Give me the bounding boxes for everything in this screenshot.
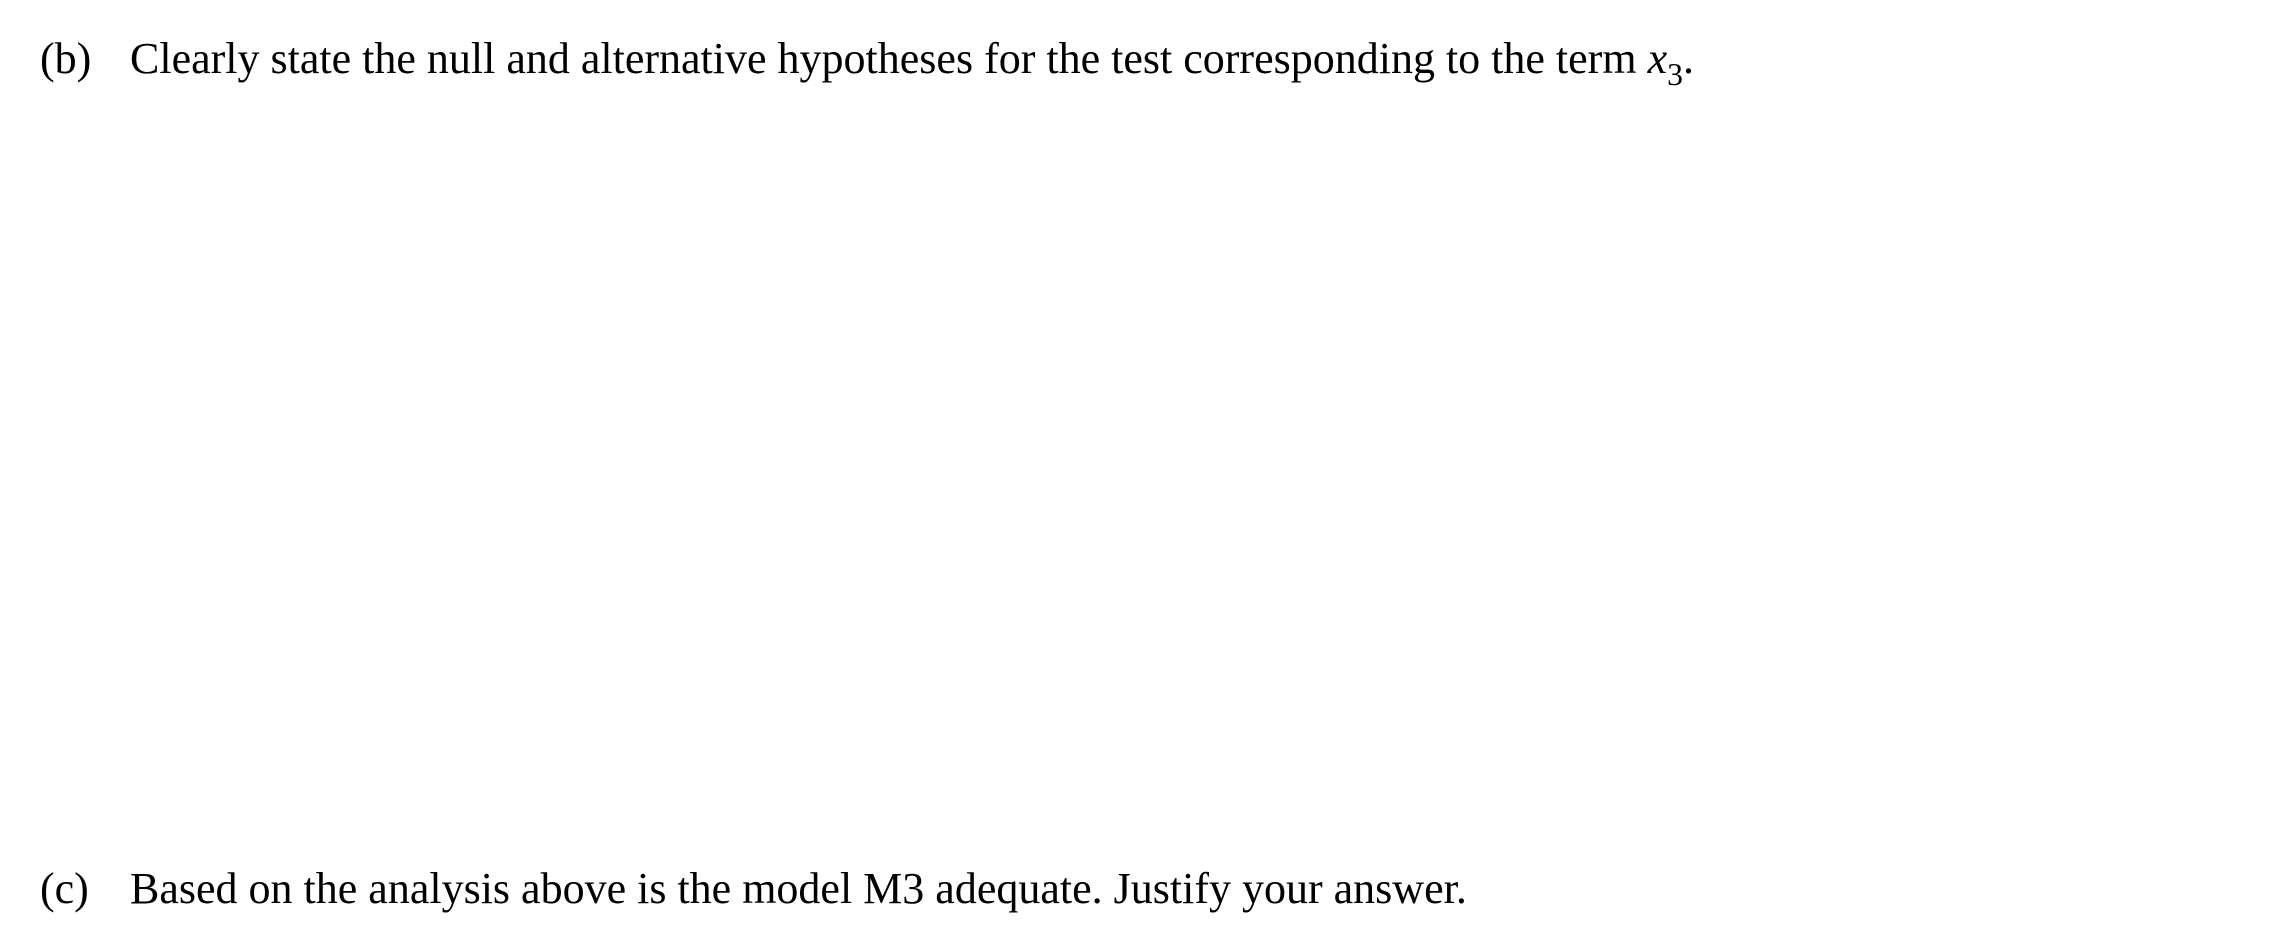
question-c: (c) Based on the analysis above is the m… bbox=[40, 858, 2252, 920]
question-b-text: Clearly state the null and alternative h… bbox=[130, 28, 2252, 95]
question-b-variable: x bbox=[1648, 34, 1668, 83]
question-b-text-after: . bbox=[1683, 34, 1694, 83]
question-c-label: (c) bbox=[40, 858, 130, 920]
question-c-text: Based on the analysis above is the model… bbox=[130, 858, 2252, 920]
question-b: (b) Clearly state the null and alternati… bbox=[40, 28, 2252, 95]
question-b-label: (b) bbox=[40, 28, 130, 90]
question-b-subscript: 3 bbox=[1667, 57, 1683, 92]
question-b-text-before: Clearly state the null and alternative h… bbox=[130, 34, 1648, 83]
